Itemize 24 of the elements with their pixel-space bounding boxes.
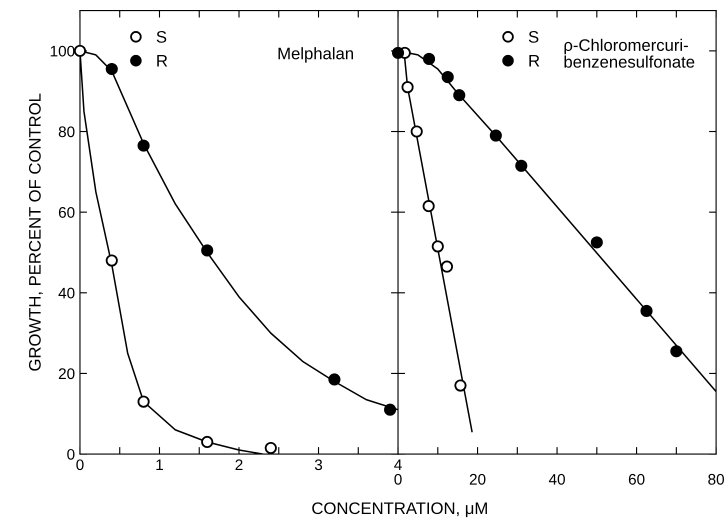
y-tick-label: 0 <box>67 448 75 460</box>
y-tick-label: 60 <box>58 207 75 218</box>
y-tick-label: 20 <box>58 368 75 380</box>
annotation: Melphalan <box>278 47 353 63</box>
annotation: ρ-Chloromercuri- benzenesulfonate <box>564 38 694 68</box>
legend-label: R <box>157 55 168 67</box>
x-tick-label: 80 <box>708 474 724 485</box>
x-axis-title: CONCENTRATION, μM <box>312 502 487 518</box>
x-tick-label: 60 <box>628 474 644 485</box>
y-tick-label: 80 <box>58 126 75 138</box>
x-tick-label: 0 <box>394 474 402 485</box>
x-tick-label: 40 <box>548 474 565 485</box>
x-tick-label: 3 <box>314 459 322 470</box>
y-tick-label: 100 <box>50 46 75 57</box>
legend-label: S <box>528 31 538 43</box>
x-tick-label: 2 <box>236 459 242 470</box>
y-axis-title: GROWTH, PERCENT OF CONTROL <box>28 94 43 371</box>
legend-label: S <box>156 31 166 43</box>
y-tick-label: 40 <box>58 288 75 298</box>
legend-label: R <box>529 55 540 67</box>
x-tick-label: 0 <box>76 459 84 470</box>
x-tick-label: 4 <box>394 460 402 470</box>
x-tick-label: 1 <box>156 460 163 470</box>
x-tick-label: 20 <box>470 474 486 485</box>
